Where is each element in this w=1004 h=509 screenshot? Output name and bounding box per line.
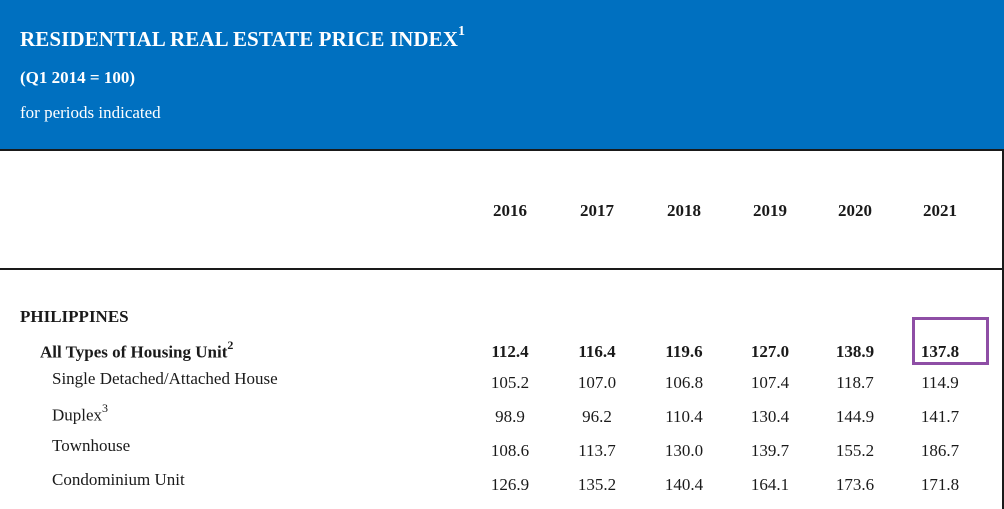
table-cell: 144.9: [835, 407, 875, 426]
period-note: for periods indicated: [20, 103, 161, 122]
row-footnote: 2: [227, 338, 234, 352]
row-label-text: All Types of Housing Unit: [40, 342, 228, 362]
table-cell: 105.2: [490, 373, 530, 392]
table-cell: 116.4: [578, 342, 616, 361]
table-border-right: [1002, 151, 1004, 509]
title-text: RESIDENTIAL REAL ESTATE PRICE INDEX: [20, 27, 459, 51]
table-cell: 138.9: [835, 342, 875, 361]
table-header-banner: RESIDENTIAL REAL ESTATE PRICE INDEX1 (Q1…: [0, 0, 1004, 149]
table-cell: 130.4: [750, 407, 790, 426]
table-cell: 130.0: [664, 441, 704, 460]
table-cell: 108.6: [490, 441, 530, 460]
table-cell: 141.7: [920, 407, 960, 426]
page-title: RESIDENTIAL REAL ESTATE PRICE INDEX1: [20, 24, 466, 52]
year-header-2016: 2016: [493, 201, 527, 220]
table-cell: 164.1: [750, 475, 790, 494]
table-cell: 140.4: [664, 475, 704, 494]
row-label: Duplex3: [52, 401, 109, 426]
row-label: Townhouse: [52, 436, 130, 456]
row-label: Single Detached/Attached House: [52, 369, 278, 389]
year-header-2021: 2021: [923, 201, 957, 220]
table-cell: 118.7: [836, 373, 874, 392]
table-cell: 171.8: [920, 475, 960, 494]
row-label-text: Single Detached/Attached House: [52, 369, 278, 388]
table-cell: 173.6: [835, 475, 875, 494]
year-header-2019: 2019: [753, 201, 787, 220]
page-subtitle: (Q1 2014 = 100): [20, 68, 135, 87]
divider-top: [0, 149, 1004, 151]
table-cell: 139.7: [750, 441, 790, 460]
row-label: Condominium Unit: [52, 470, 185, 490]
row-label-text: Townhouse: [52, 436, 131, 455]
title-footnote: 1: [458, 24, 466, 39]
table-cell: 114.9: [921, 373, 959, 392]
divider-header: [0, 268, 1004, 270]
year-header-2017: 2017: [580, 201, 614, 220]
table-cell: 112.4: [491, 342, 529, 361]
table-cell: 106.8: [664, 373, 704, 392]
year-header-2020: 2020: [838, 201, 872, 220]
table-cell: 127.0: [750, 342, 790, 361]
table-cell: 110.4: [665, 407, 703, 426]
row-footnote: 3: [102, 401, 109, 415]
table-cell: 186.7: [920, 441, 960, 460]
table-cell: 126.9: [490, 475, 530, 494]
highlight-box: [912, 317, 989, 365]
table-cell: 96.2: [582, 407, 612, 426]
region-label: PHILIPPINES: [20, 307, 129, 326]
table-cell: 135.2: [577, 475, 617, 494]
table-cell: 113.7: [578, 441, 616, 460]
table-cell: 98.9: [495, 407, 525, 426]
row-label-text: Condominium Unit: [52, 470, 185, 489]
table-cell: 107.0: [577, 373, 617, 392]
table-cell: 155.2: [835, 441, 875, 460]
table-cell: 107.4: [750, 373, 790, 392]
table-cell: 137.8: [920, 342, 960, 361]
row-label-text: Duplex: [52, 405, 103, 425]
row-label: All Types of Housing Unit2: [40, 338, 234, 363]
year-header-2018: 2018: [667, 201, 701, 220]
table-cell: 119.6: [665, 342, 703, 361]
